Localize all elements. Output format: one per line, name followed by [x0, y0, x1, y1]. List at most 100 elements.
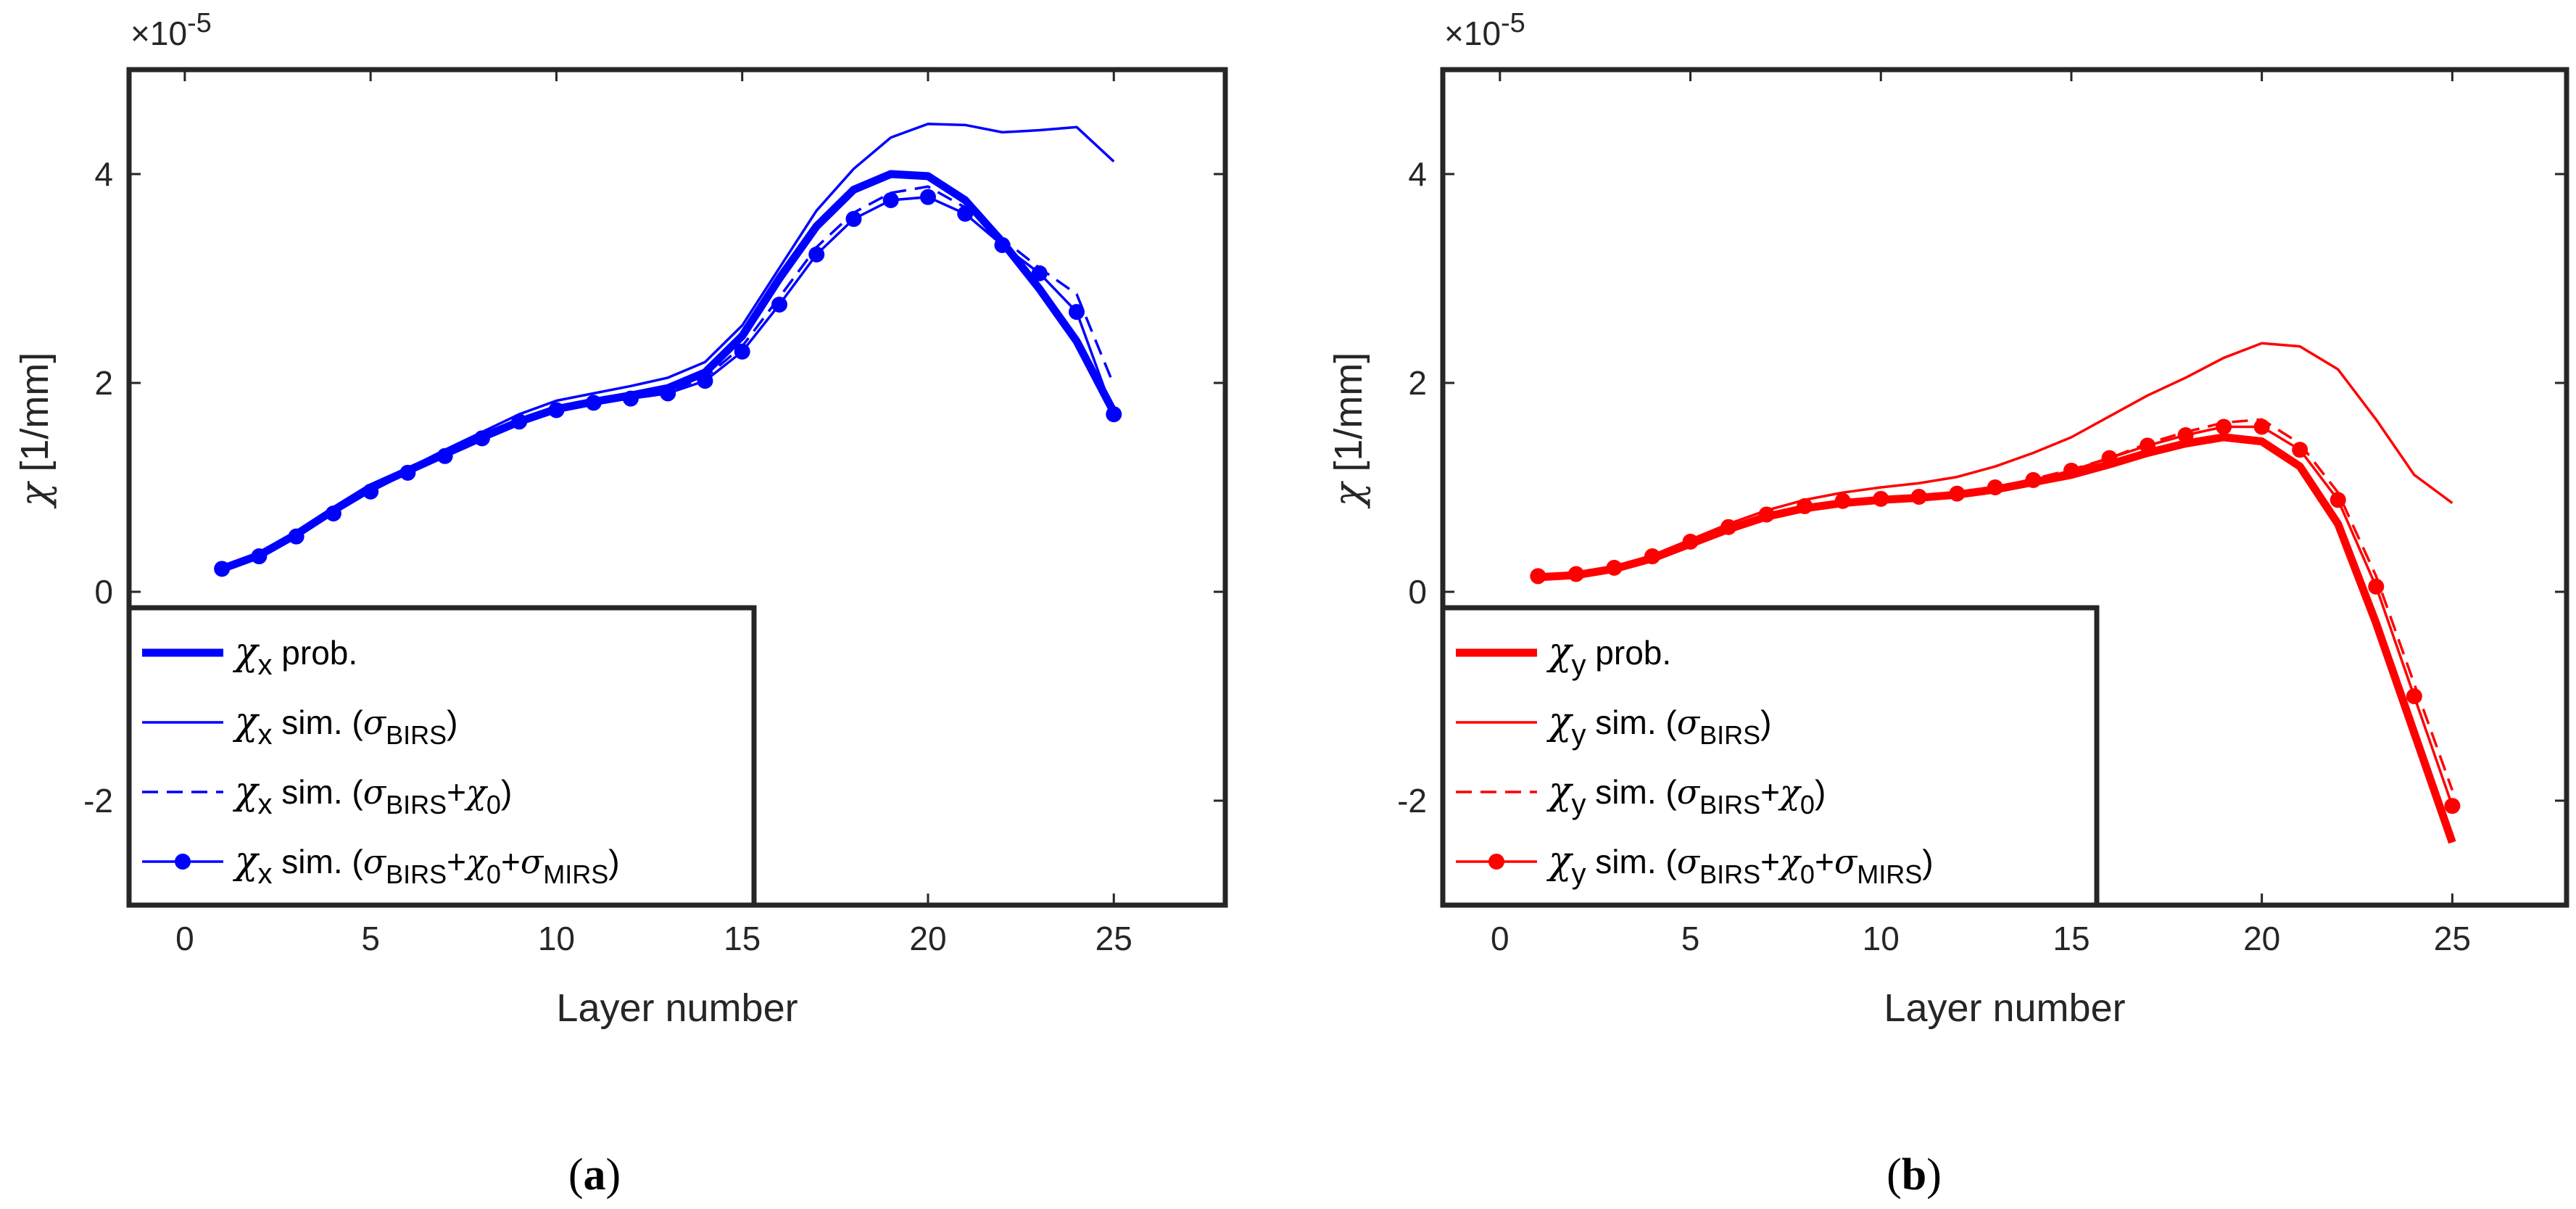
legend-subscript: x — [258, 649, 273, 681]
legend-label: χy sim. (σBIRS+χ0+σMIRS) — [1546, 839, 1934, 890]
caption-paren: ) — [606, 1150, 621, 1200]
legend: χx prob.χx sim. (σBIRS)χx sim. (σBIRS+χ0… — [126, 605, 757, 908]
legend-text: sim. ( — [1586, 773, 1678, 811]
legend-label: χx sim. (σBIRS) — [232, 700, 457, 751]
legend-subscript: MIRS — [543, 859, 608, 889]
y-exponent-label: ×10-5 — [1444, 8, 1525, 52]
data-point — [622, 390, 639, 407]
legend-text: sim. ( — [273, 773, 364, 811]
data-point — [2368, 578, 2385, 595]
data-point — [2292, 442, 2308, 458]
data-point — [882, 192, 899, 208]
exponent-power: -5 — [1501, 8, 1525, 38]
legend-sigma: σ — [521, 842, 544, 881]
data-point — [1834, 492, 1851, 509]
caption-paren: ) — [1926, 1150, 1942, 1200]
x-axis-label: Layer number — [1884, 986, 2125, 1030]
legend-sigma: σ — [1677, 842, 1701, 881]
legend-sigma: σ — [363, 842, 387, 881]
data-point — [1758, 506, 1775, 523]
data-point — [771, 297, 787, 313]
data-point — [845, 210, 862, 227]
legend-label: χx prob. — [232, 630, 357, 681]
legend-subscript: x — [258, 858, 273, 890]
data-point — [1987, 479, 2003, 495]
legend-subscript: 0 — [486, 859, 501, 889]
y-axis-unit: [1/mm] — [1327, 352, 1370, 483]
legend-text: sim. ( — [1586, 703, 1678, 741]
data-point — [660, 385, 676, 402]
legend-subscript: y — [1572, 858, 1586, 890]
data-point — [1873, 490, 1889, 507]
y-tick-label: -2 — [83, 782, 113, 820]
data-point — [548, 402, 565, 418]
data-point — [2140, 437, 2156, 454]
legend-paren: ) — [1815, 773, 1826, 811]
legend-subscript: x — [258, 719, 273, 751]
chart-panel-a: 0 5 10 15 20 25 -2 0 2 4 ×10-5 Layer number χ [1/mm]… — [12, 8, 1228, 1200]
data-point — [2406, 688, 2422, 704]
exponent-base: ×10 — [1444, 15, 1501, 52]
legend-paren: ) — [608, 843, 619, 880]
legend-text: sim. ( — [1586, 843, 1678, 880]
y-exponent-label: ×10-5 — [131, 8, 212, 52]
caption-letter: a — [584, 1150, 606, 1200]
data-point — [1106, 406, 1122, 423]
data-point — [808, 246, 825, 263]
chart-panel-b: 0 5 10 15 20 25 -2 0 2 4 ×10-5 Layer number χ [1/mm]… — [1325, 8, 2569, 1200]
legend-sigma: σ — [1677, 772, 1701, 812]
series-group — [1530, 342, 2461, 844]
legend-chi: χ — [464, 842, 489, 881]
data-point — [473, 430, 490, 447]
legend-plus: + — [1760, 773, 1780, 811]
data-point — [734, 343, 750, 360]
legend: χy prob.χy sim. (σBIRS)χy sim. (σBIRS+χ0… — [1440, 605, 2100, 908]
data-point — [2101, 450, 2118, 466]
legend-sigma: σ — [363, 772, 387, 812]
legend-box — [126, 605, 757, 908]
legend-subscript: 0 — [1800, 859, 1815, 889]
x-tick-label: 15 — [2053, 920, 2090, 957]
data-point — [1644, 548, 1660, 565]
data-point — [1031, 265, 1048, 281]
data-point — [2063, 462, 2079, 479]
y-axis-label: χ [1/mm] — [12, 352, 57, 510]
legend-subscript: BIRS — [1699, 720, 1760, 750]
y-axis-symbol: χ — [12, 480, 57, 509]
data-point — [2329, 492, 2346, 508]
legend-plus: + — [501, 843, 521, 880]
data-point — [399, 464, 416, 481]
data-point — [1720, 519, 1737, 535]
panel-caption: (b) — [1887, 1150, 1942, 1200]
caption-paren: ( — [1887, 1150, 1902, 1200]
legend-symbol: χ — [232, 769, 260, 813]
y-tick-label: 0 — [1408, 573, 1427, 611]
legend-subscript: y — [1572, 788, 1586, 820]
y-tick-label: 2 — [1408, 364, 1427, 402]
legend-subscript: BIRS — [386, 859, 447, 889]
data-point — [214, 561, 231, 577]
legend-symbol: χ — [1546, 769, 1574, 813]
legend-symbol: χ — [232, 700, 260, 743]
x-tick-label: 5 — [1681, 920, 1700, 957]
legend-marker — [1488, 854, 1504, 870]
data-point — [1068, 304, 1085, 321]
data-point — [511, 413, 528, 430]
legend-text: sim. ( — [273, 703, 364, 741]
data-point — [1797, 498, 1813, 514]
data-point — [919, 189, 936, 205]
legend-symbol: χ — [232, 839, 260, 883]
data-point — [697, 373, 713, 389]
legend-subscript: BIRS — [1699, 859, 1760, 889]
legend-text: prob. — [1586, 634, 1672, 672]
x-tick-label: 20 — [2243, 920, 2280, 957]
legend-label: χy prob. — [1546, 630, 1671, 681]
legend-paren: ) — [1922, 843, 1933, 880]
exponent-power: -5 — [187, 8, 212, 38]
x-tick-label: 10 — [1863, 920, 1900, 957]
legend-subscript: y — [1572, 649, 1586, 681]
series-group — [214, 123, 1122, 577]
y-tick-label: -2 — [1397, 782, 1427, 820]
y-axis-label: χ [1/mm] — [1325, 352, 1371, 510]
